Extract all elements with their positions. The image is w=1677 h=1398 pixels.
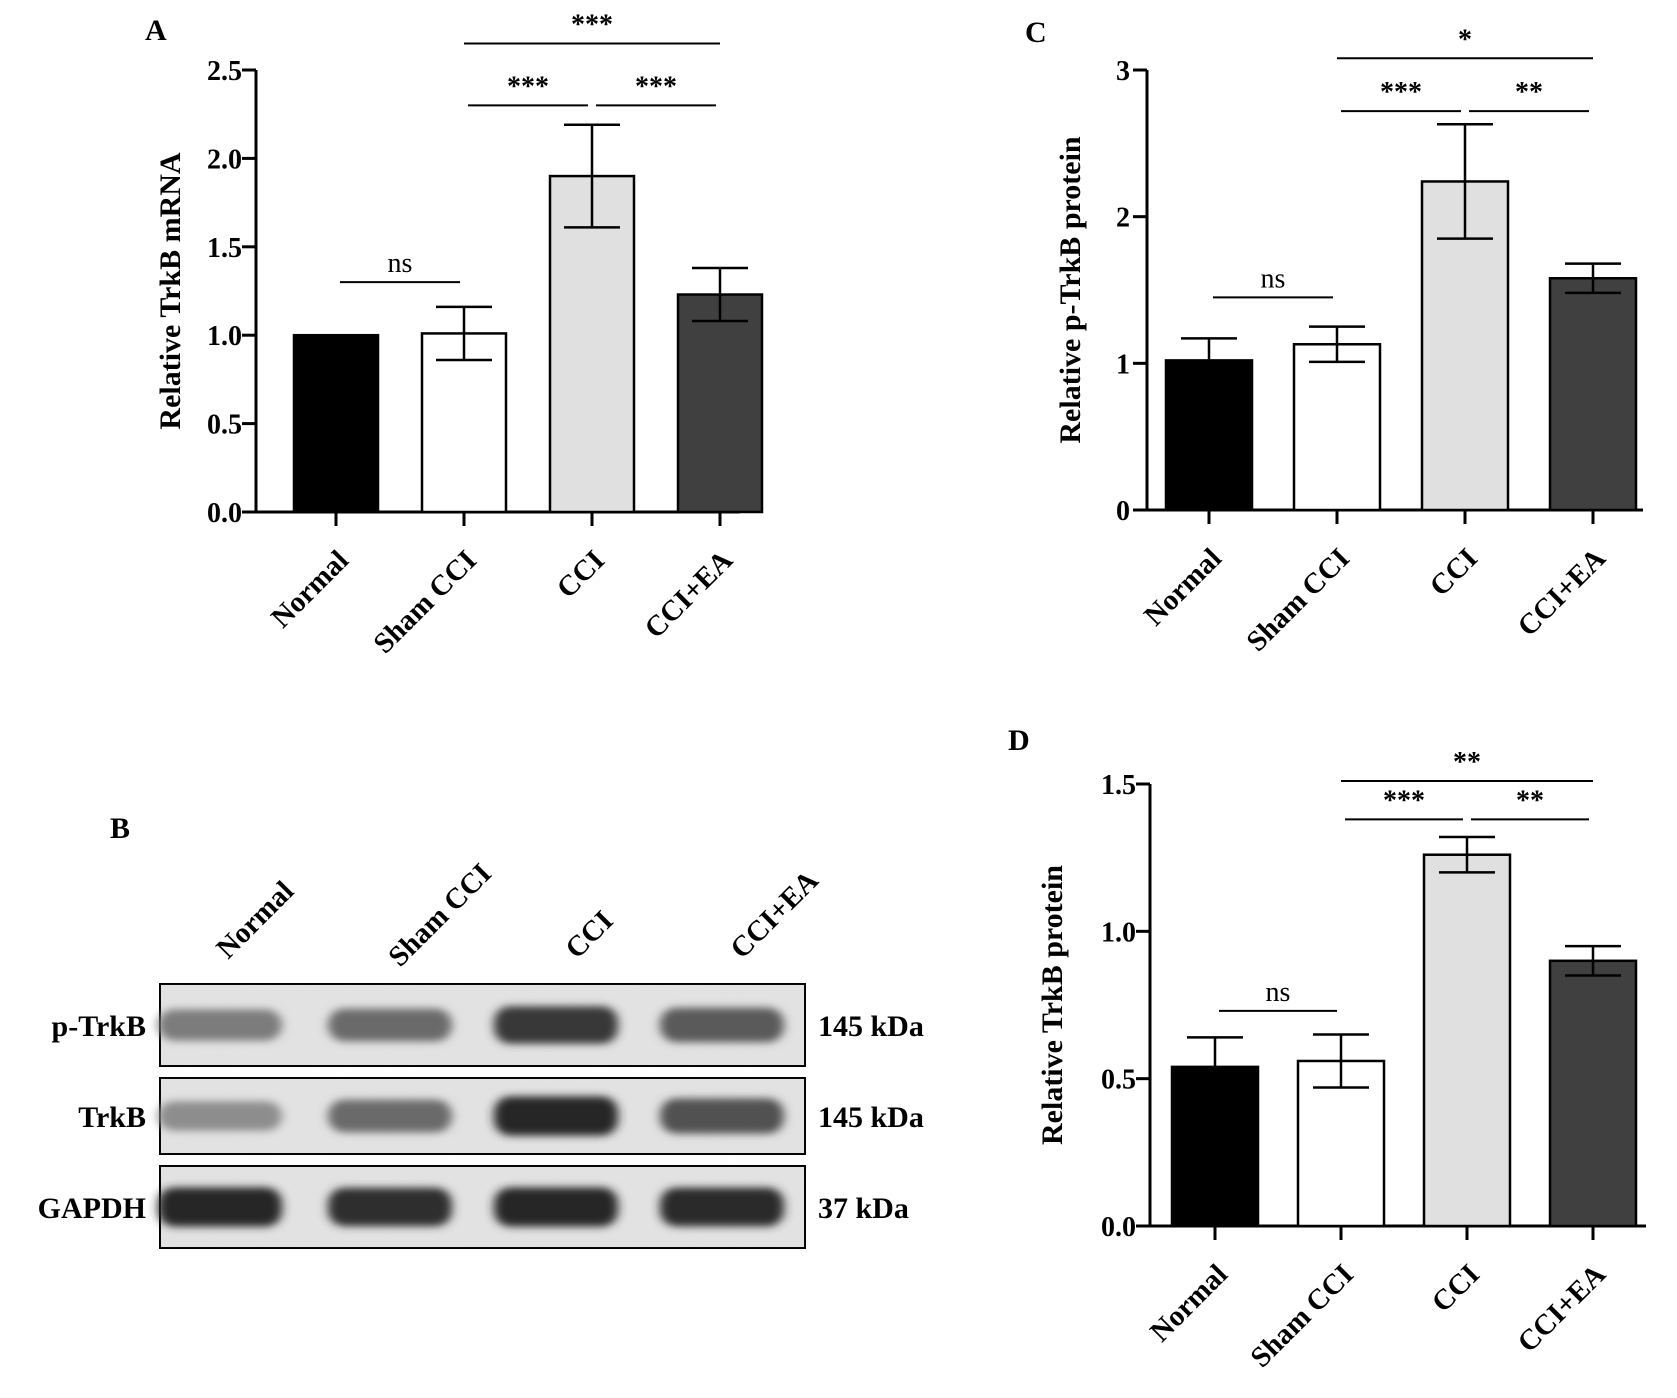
x-tick-label: Normal [265, 544, 355, 634]
bar [1422, 853, 1512, 1228]
significance-label: *** [571, 9, 613, 40]
significance-label: *** [1383, 785, 1425, 816]
significance-label: *** [1380, 77, 1422, 108]
blot-band [660, 1098, 784, 1134]
significance-label: ns [388, 248, 413, 279]
y-tick-label: 0.5 [1101, 1065, 1136, 1096]
blot-band [494, 1187, 618, 1227]
blot-size-label: 145 kDa [818, 1010, 924, 1043]
significance-label: *** [635, 71, 677, 102]
x-tick-label: CCI+EA [1512, 542, 1612, 642]
bar [1164, 359, 1254, 512]
y-tick-label: 0.0 [207, 498, 242, 529]
significance-label: ns [1266, 977, 1291, 1008]
x-tick-label: CCI [551, 544, 611, 604]
blot-band [158, 1009, 282, 1041]
blot-band [494, 1096, 618, 1136]
y-tick-label: 2 [1116, 203, 1130, 234]
blot-band [494, 1006, 618, 1044]
y-tick-label: 0.0 [1101, 1212, 1136, 1243]
blot-lane-label: CCI [559, 905, 619, 965]
y-tick-label: 0.5 [207, 410, 242, 441]
y-tick-label: 3 [1116, 56, 1130, 87]
blot-band [158, 1187, 282, 1227]
blot-band [158, 1101, 282, 1131]
bar [1548, 277, 1638, 512]
y-tick-label: 1.5 [207, 233, 242, 264]
y-tick-label: 1.0 [1101, 917, 1136, 948]
bar [292, 333, 380, 514]
y-tick-label: 1.0 [207, 321, 242, 352]
significance-label: ns [1261, 263, 1286, 294]
blot-lane-label: CCI+EA [724, 865, 824, 965]
x-tick-label: CCI+EA [639, 544, 739, 644]
blot-row-label: p-TrkB [52, 1010, 146, 1043]
western-blot-panel: Normal Sham CCI CCI CCI+EA p-TrkB 145 kDa… [38, 857, 924, 1249]
y-tick-label: 1 [1116, 349, 1130, 380]
panel-letter-c: C [1025, 16, 1047, 49]
x-tick-label: Sham CCI [1240, 542, 1356, 658]
blot-band [660, 1007, 784, 1043]
y-axis-label: Relative TrkB protein [1036, 865, 1069, 1145]
blot-row-label: TrkB [78, 1101, 146, 1134]
y-tick-label: 2.5 [207, 56, 242, 87]
chart-panel-a: 0.0 0.5 1.0 1.5 2.0 2.5 Relative TrkB mRNA Norm… [154, 9, 764, 660]
chart-panel-c: 0 1 2 3 Relative p-TrkB protein Normal Sham CC… [1054, 24, 1643, 658]
x-tick-label: Sham CCI [1244, 1258, 1360, 1374]
y-tick-label: 0 [1116, 496, 1130, 527]
panel-letter-a: A [145, 14, 167, 47]
x-tick-label: CCI [1426, 1258, 1486, 1318]
panel-letter-d: D [1008, 724, 1030, 757]
blot-lane-label: Normal [210, 875, 300, 965]
bar [1548, 959, 1638, 1228]
blot-size-label: 37 kDa [818, 1192, 909, 1225]
panel-letter-b: B [110, 812, 130, 845]
y-tick-label: 2.0 [207, 144, 242, 175]
blot-size-label: 145 kDa [818, 1101, 924, 1134]
blot-row-label: GAPDH [38, 1192, 146, 1225]
bar [676, 293, 764, 514]
blot-band [328, 1099, 452, 1133]
x-tick-label: Sham CCI [367, 544, 483, 660]
y-tick-label: 1.5 [1101, 770, 1136, 801]
y-axis-label: Relative TrkB mRNA [154, 152, 187, 430]
significance-label: *** [507, 71, 549, 102]
significance-label: ** [1453, 747, 1481, 778]
significance-label: ** [1515, 77, 1543, 108]
blot-band [660, 1187, 784, 1227]
blot-lane-label: Sham CCI [382, 857, 498, 973]
x-tick-label: CCI+EA [1512, 1258, 1612, 1358]
significance-label: ** [1516, 785, 1544, 816]
chart-panel-d: 0.0 0.5 1.0 1.5 Relative TrkB protein Normal S… [1036, 747, 1646, 1374]
x-tick-label: Normal [1138, 542, 1228, 632]
x-tick-label: Normal [1144, 1258, 1234, 1348]
blot-band [328, 1187, 452, 1227]
significance-label: * [1458, 24, 1472, 55]
blot-band [328, 1008, 452, 1042]
x-tick-label: CCI [1424, 542, 1484, 602]
bar [1292, 343, 1382, 512]
y-axis-label: Relative p-TrkB protein [1054, 136, 1087, 444]
